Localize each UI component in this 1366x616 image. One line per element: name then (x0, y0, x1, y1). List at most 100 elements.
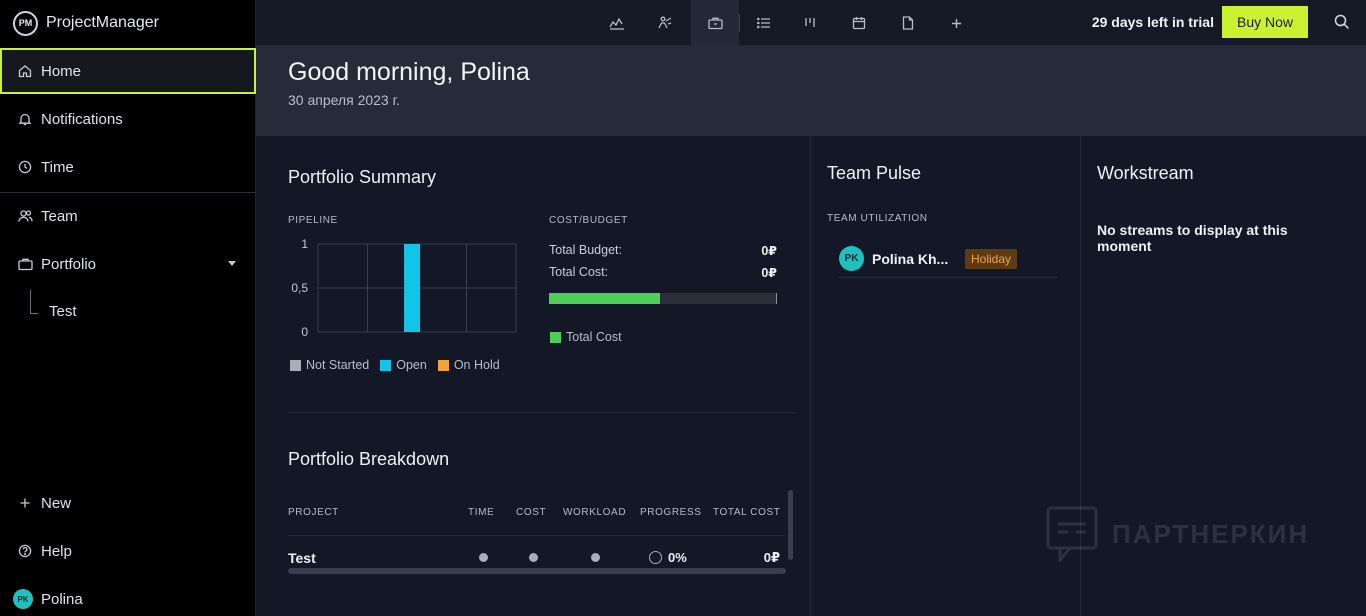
total-budget-row: Total Budget: 0₽ (549, 243, 777, 258)
column-header-total-cost[interactable]: TOTAL COST (713, 507, 781, 518)
team-utilization-label: TEAM UTILIZATION (827, 213, 928, 224)
tree-connector (30, 290, 38, 314)
trial-status: 29 days left in trial (1091, 14, 1214, 30)
avatar: PK (13, 589, 33, 609)
y-tick-label: 1 (301, 237, 308, 251)
section-divider (288, 412, 795, 413)
team-member-row[interactable]: PK Polina Kh... Holiday (839, 240, 1057, 278)
y-tick-label: 0,5 (291, 281, 308, 295)
top-toolbar: 29 days left in trial Buy Now (256, 0, 1366, 46)
buy-now-button[interactable]: Buy Now (1222, 6, 1308, 38)
sidebar-item-label: Team (41, 207, 78, 225)
pipeline-chart: 00,51 (291, 237, 517, 339)
brand-name: ProjectManager (46, 14, 159, 31)
team-pulse-panel: Team Pulse TEAM UTILIZATION PK Polina Kh… (810, 136, 1080, 616)
total-budget-value: 0₽ (761, 244, 777, 258)
sidebar-item-notifications[interactable]: Notifications (0, 96, 256, 142)
column-header-progress[interactable]: PROGRESS (640, 507, 702, 518)
sidebar-item-help[interactable]: Help (0, 528, 256, 574)
legend-item: On Hold (437, 358, 500, 372)
sidebar-item-home[interactable]: Home (0, 48, 256, 94)
sidebar-item-label: Polina (41, 590, 83, 608)
plus-icon (17, 495, 33, 511)
sidebar-item-profile[interactable]: PK Polina (0, 576, 256, 616)
sidebar-item-label: Home (41, 62, 82, 80)
table-row-divider (288, 535, 785, 536)
watermark: ПАРТНЕРКИН (1046, 506, 1309, 562)
cost-progress-bar (549, 293, 777, 304)
sidebar-item-portfolio[interactable]: Portfolio (0, 241, 256, 287)
column-header-time[interactable]: TIME (468, 507, 495, 518)
sidebar-item-new[interactable]: New (0, 480, 256, 526)
empty-state-message: No streams to display at this moment (1097, 222, 1288, 254)
column-header-cost[interactable]: COST (516, 507, 547, 518)
avatar: PK (839, 246, 864, 271)
board-icon[interactable] (786, 0, 834, 46)
sidebar-item-time[interactable]: Time (0, 144, 256, 190)
watermark-logo-icon (1046, 506, 1098, 562)
cost-budget-label: COST/BUDGET (549, 215, 628, 226)
bell-icon (17, 111, 33, 127)
team-icon (17, 208, 33, 224)
sidebar-item-label: Time (41, 158, 74, 176)
cost-legend: Total Cost (550, 330, 622, 344)
workstream-title: Workstream (1097, 163, 1194, 183)
total-cost-value: 0₽ (761, 266, 777, 280)
toolbar-separator (739, 14, 740, 32)
legend-swatch (290, 359, 301, 371)
calendar-icon[interactable] (835, 0, 883, 46)
sidebar-item-label: Portfolio (41, 255, 97, 273)
legend-item: Open (380, 358, 427, 372)
table-row-total-cost: 0₽ (763, 550, 780, 565)
portfolio-breakdown-title: Portfolio Breakdown (288, 449, 450, 469)
portfolio-icon[interactable] (691, 0, 739, 46)
page-title: Good morning, Polina (288, 58, 530, 86)
list-icon[interactable] (740, 0, 788, 46)
brand[interactable]: PM ProjectManager (0, 0, 255, 46)
status-badge: Holiday (965, 248, 1018, 269)
legend-label: Open (396, 358, 427, 372)
chart-bar (404, 244, 421, 332)
vertical-scrollbar[interactable] (788, 490, 793, 560)
dashboard-icon[interactable] (593, 0, 641, 46)
total-budget-label: Total Budget: (549, 243, 622, 257)
column-header-workload[interactable]: WORKLOAD (563, 507, 627, 518)
workload-icon[interactable] (641, 0, 689, 46)
legend-swatch (380, 359, 392, 371)
sidebar-item-label: Test (49, 302, 77, 320)
search-icon[interactable] (1334, 14, 1350, 30)
horizontal-scrollbar[interactable] (288, 568, 786, 574)
legend-label: On Hold (453, 358, 500, 372)
clock-icon (17, 159, 33, 175)
sidebar: PM ProjectManager Home Notifications Tim… (0, 0, 256, 616)
table-row-progress: 0% (668, 550, 687, 565)
sidebar-divider (0, 192, 256, 193)
time-status-dot (479, 553, 488, 562)
home-icon (17, 63, 33, 79)
chart-legend: Not Started Open On Hold (290, 358, 511, 372)
watermark-text: ПАРТНЕРКИН (1112, 518, 1310, 549)
sidebar-item-project-test[interactable]: Test (0, 288, 256, 334)
cost-progress-fill (549, 293, 661, 304)
document-icon[interactable] (884, 0, 932, 46)
add-icon[interactable] (932, 0, 980, 46)
table-row-project-name[interactable]: Test (288, 550, 316, 566)
portfolio-panel: Portfolio Summary PIPELINE COST/BUDGET 0… (256, 136, 810, 616)
team-pulse-title: Team Pulse (827, 163, 922, 183)
portfolio-summary-title: Portfolio Summary (288, 167, 437, 187)
legend-swatch (550, 331, 561, 343)
legend-swatch (437, 359, 449, 371)
pipeline-label: PIPELINE (288, 215, 338, 226)
legend-label: Total Cost (566, 330, 622, 344)
workstream-panel: Workstream No streams to display at this… (1080, 136, 1366, 616)
legend-label: Not Started (306, 358, 370, 372)
sidebar-item-team[interactable]: Team (0, 193, 256, 239)
chevron-down-icon[interactable] (228, 261, 236, 266)
sidebar-item-label: Notifications (41, 110, 123, 128)
help-icon (17, 543, 33, 559)
total-cost-label: Total Cost: (549, 265, 609, 279)
column-header-project[interactable]: PROJECT (288, 507, 339, 518)
briefcase-icon (17, 256, 33, 272)
current-date: 30 апреля 2023 г. (288, 92, 400, 108)
